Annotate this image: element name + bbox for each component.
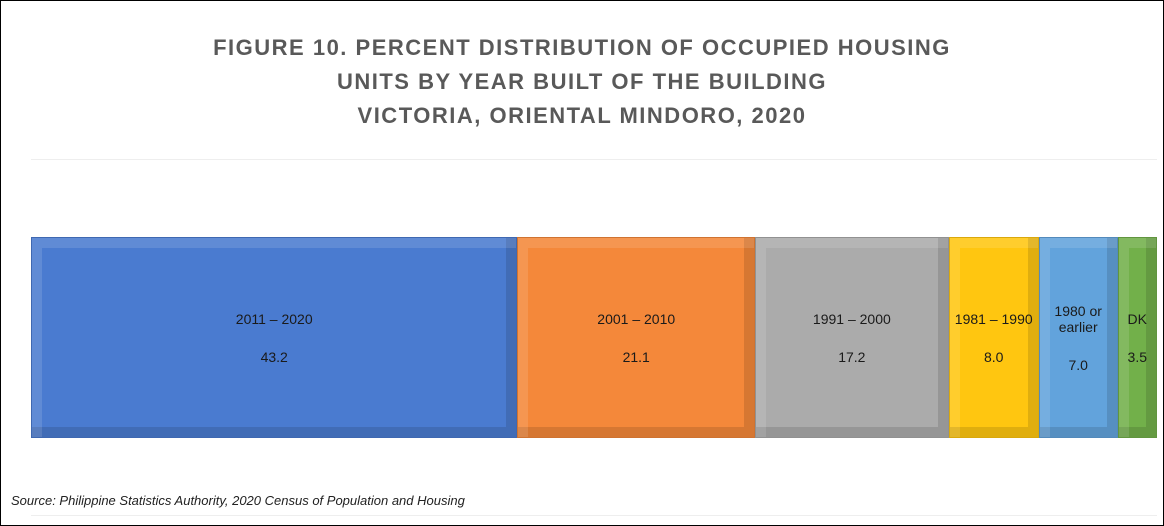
segment-label: 2011 – 2020 xyxy=(235,310,313,327)
segment-label: 1991 – 2000 xyxy=(812,310,891,327)
data-label: 21.1 xyxy=(622,348,650,365)
divider xyxy=(31,159,1157,160)
chart-title: FIGURE 10. PERCENT DISTRIBUTION OF OCCUP… xyxy=(213,35,951,60)
data-label: 3.5 xyxy=(1127,348,1148,365)
data-label: 43.2 xyxy=(260,348,288,365)
bar-segment: 2011 – 2020 43.2 xyxy=(31,237,518,438)
data-label: 17.2 xyxy=(838,348,866,365)
data-label: 8.0 xyxy=(983,348,1004,365)
segment-label: 1980 or earlier xyxy=(1054,302,1102,335)
chart-title: VICTORIA, ORIENTAL MINDORO, 2020 xyxy=(357,103,807,128)
chart-title: UNITS BY YEAR BUILT OF THE BUILDING xyxy=(336,69,828,94)
bar-segment: 2001 – 2010 21.1 xyxy=(517,237,755,438)
divider xyxy=(31,515,1157,516)
bar-segment: 1981 – 1990 8.0 xyxy=(948,237,1039,438)
bar-segment: DK 3.5 xyxy=(1117,237,1157,438)
data-label: 7.0 xyxy=(1068,356,1088,373)
stacked-bar: 2011 – 2020 43.2 2001 – 2010 21.1 1991 – 200… xyxy=(31,237,1157,438)
segment-label: 2001 – 2010 xyxy=(597,310,676,327)
bar-segment: 1991 – 2000 17.2 xyxy=(755,237,949,438)
segment-label: DK xyxy=(1127,310,1147,327)
bar-segment: 1980 or earlier 7.0 xyxy=(1038,237,1118,438)
segment-label: 1981 – 1990 xyxy=(954,310,1033,327)
source-note: Source: Philippine Statistics Authority,… xyxy=(11,493,465,508)
